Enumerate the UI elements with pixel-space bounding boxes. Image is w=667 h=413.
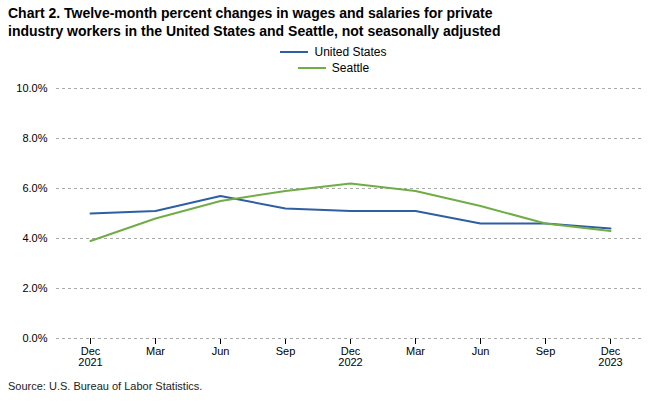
html-text:United States: United States xyxy=(314,45,387,60)
svg-text:Dec2021: Dec2021 xyxy=(78,346,102,369)
svg-text:4.0%: 4.0% xyxy=(22,232,47,244)
svg-text:2.0%: 2.0% xyxy=(22,282,47,294)
svg-text:0.0%: 0.0% xyxy=(22,332,47,344)
svg-text:Dec2022: Dec2022 xyxy=(338,346,362,369)
svg-text:Mar: Mar xyxy=(146,346,165,358)
svg-text:Jun: Jun xyxy=(472,346,490,358)
svg-text:Sep: Sep xyxy=(276,346,296,358)
svg-text:6.0%: 6.0% xyxy=(22,182,47,194)
svg-text:10.0%: 10.0% xyxy=(16,82,47,94)
svg-text:8.0%: 8.0% xyxy=(22,132,47,144)
svg-text:Sep: Sep xyxy=(536,346,556,358)
html-text:Source: U.S. Bureau of Labor S: Source: U.S. Bureau of Labor Statistics. xyxy=(8,380,203,393)
svg-text:Dec2023: Dec2023 xyxy=(598,346,622,369)
html-text:Seattle: Seattle xyxy=(331,61,370,76)
svg-text:Jun: Jun xyxy=(212,346,230,358)
svg-text:Mar: Mar xyxy=(406,346,425,358)
html-text:Chart 2. Twelve-month percent: Chart 2. Twelve-month percent changes in… xyxy=(8,5,501,40)
